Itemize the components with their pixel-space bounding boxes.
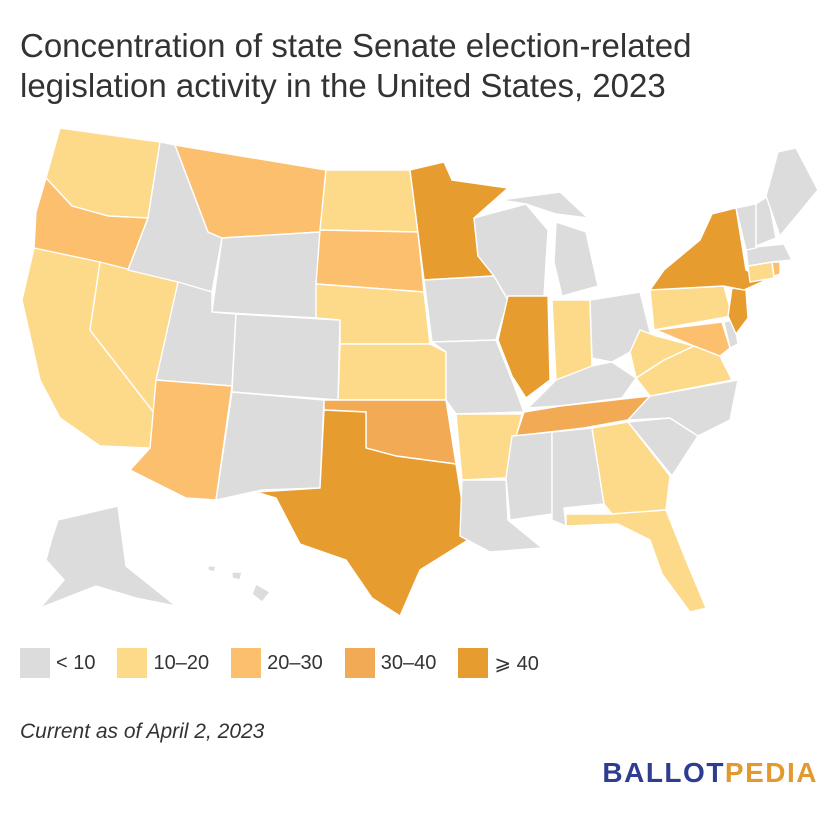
chart-title: Concentration of state Senate election-r…	[20, 27, 692, 104]
state-IL[interactable]	[497, 295, 551, 399]
state-MD[interactable]	[655, 321, 731, 357]
state-WV[interactable]	[629, 329, 695, 379]
state-NH[interactable]	[755, 195, 777, 247]
legend-label: 30–40	[380, 651, 437, 674]
legend-label: 20–30	[267, 651, 323, 674]
legend-item: < 10	[20, 648, 95, 678]
legend-swatch	[458, 648, 489, 678]
state-ND[interactable]	[319, 169, 419, 233]
legend: < 10 10–20 20–30 30–40 ⩾ 40	[20, 648, 561, 678]
state-SD[interactable]	[315, 229, 425, 293]
legend-swatch	[117, 648, 148, 678]
state-MA[interactable]	[745, 243, 793, 267]
legend-label: ⩾ 40	[494, 652, 539, 675]
state-FL[interactable]	[565, 509, 707, 613]
state-AZ[interactable]	[129, 379, 233, 501]
legend-item: 20–30	[231, 648, 323, 678]
state-HI[interactable]	[207, 565, 271, 603]
state-VT[interactable]	[735, 203, 757, 251]
legend-item: ⩾ 40	[458, 648, 539, 678]
logo-text-pedia: PEDIA	[724, 757, 818, 788]
legend-item: 10–20	[117, 648, 209, 678]
state-ME[interactable]	[765, 147, 819, 237]
legend-label: 10–20	[153, 651, 210, 674]
footnote: Current as of April 2, 2023	[20, 720, 265, 743]
legend-item: 30–40	[344, 648, 437, 678]
state-KS[interactable]	[337, 343, 447, 401]
legend-swatch	[344, 648, 375, 678]
ballotpedia-logo[interactable]: BALLOTPEDIA	[602, 757, 818, 789]
legend-swatch	[20, 648, 50, 678]
state-MO[interactable]	[431, 339, 525, 415]
state-MS[interactable]	[505, 431, 553, 521]
state-RI[interactable]	[771, 261, 781, 277]
state-TX[interactable]	[255, 409, 469, 617]
us-map	[21, 127, 819, 617]
state-CO[interactable]	[231, 313, 341, 401]
state-NM[interactable]	[215, 391, 325, 501]
state-MI[interactable]	[499, 191, 599, 297]
logo-text-ballot: BALLOT	[602, 757, 725, 788]
state-NC[interactable]	[627, 379, 739, 437]
legend-swatch	[231, 648, 262, 678]
state-AK[interactable]	[39, 505, 177, 609]
legend-label: < 10	[56, 651, 96, 674]
state-WY[interactable]	[211, 231, 321, 319]
state-IA[interactable]	[423, 275, 509, 343]
